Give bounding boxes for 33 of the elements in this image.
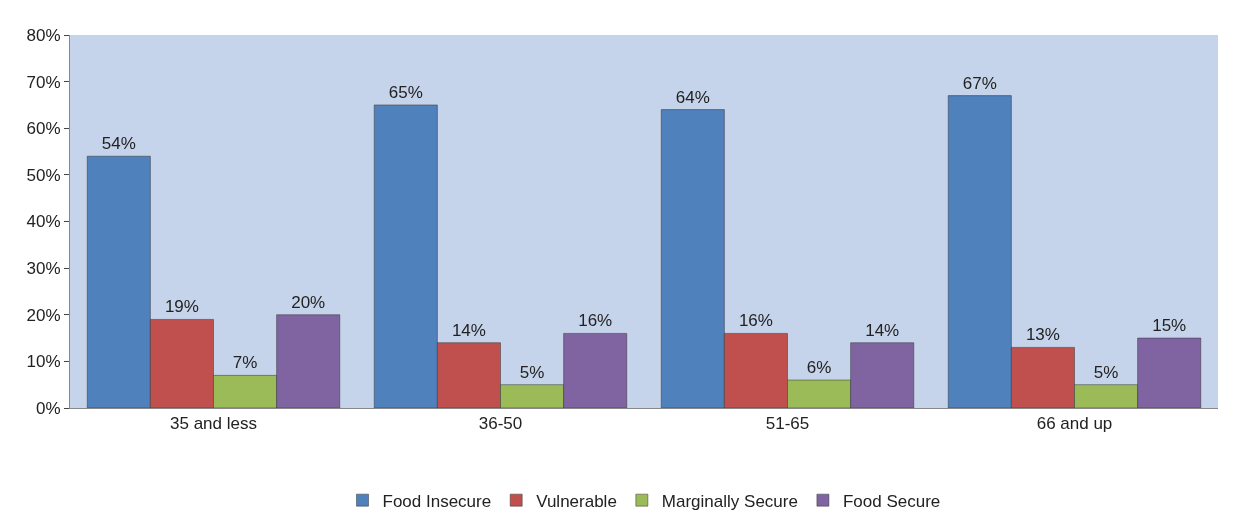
x-tick-label: 36-50 bbox=[478, 414, 523, 434]
data-label: 7% bbox=[232, 353, 258, 373]
data-label: 5% bbox=[519, 362, 545, 382]
data-label: 19% bbox=[164, 297, 199, 317]
legend-label: Vulnerable bbox=[536, 491, 617, 511]
x-tick-label: 66 and up bbox=[1036, 414, 1113, 434]
y-tick-label: 40% bbox=[26, 212, 61, 232]
legend-label: Food Insecure bbox=[382, 491, 492, 511]
data-label: 20% bbox=[291, 292, 326, 312]
y-tick-label: 20% bbox=[26, 305, 61, 325]
y-tick-label: 80% bbox=[26, 25, 61, 45]
x-tick-label: 35 and less bbox=[170, 414, 257, 434]
x-tick-label: 51-65 bbox=[765, 414, 810, 434]
y-tick-label: 50% bbox=[26, 165, 61, 185]
y-tick-label: 10% bbox=[26, 352, 61, 372]
data-label: 5% bbox=[1093, 362, 1119, 382]
legend-label: Marginally Secure bbox=[661, 491, 798, 511]
data-label: 65% bbox=[388, 82, 423, 102]
data-label: 6% bbox=[806, 358, 832, 378]
y-tick-label: 70% bbox=[26, 72, 61, 92]
data-label: 64% bbox=[675, 87, 710, 107]
data-label: 16% bbox=[738, 311, 773, 331]
data-label: 14% bbox=[865, 320, 900, 340]
legend-label: Food Secure bbox=[842, 491, 941, 511]
y-tick-label: 30% bbox=[26, 259, 61, 279]
data-label: 15% bbox=[1152, 316, 1187, 336]
data-label: 16% bbox=[578, 311, 613, 331]
data-label: 13% bbox=[1025, 325, 1060, 345]
y-tick-label: 0% bbox=[36, 398, 61, 418]
data-label: 67% bbox=[962, 73, 997, 93]
data-label: 14% bbox=[451, 320, 486, 340]
data-label: 54% bbox=[101, 134, 136, 154]
y-tick-label: 60% bbox=[26, 119, 61, 139]
